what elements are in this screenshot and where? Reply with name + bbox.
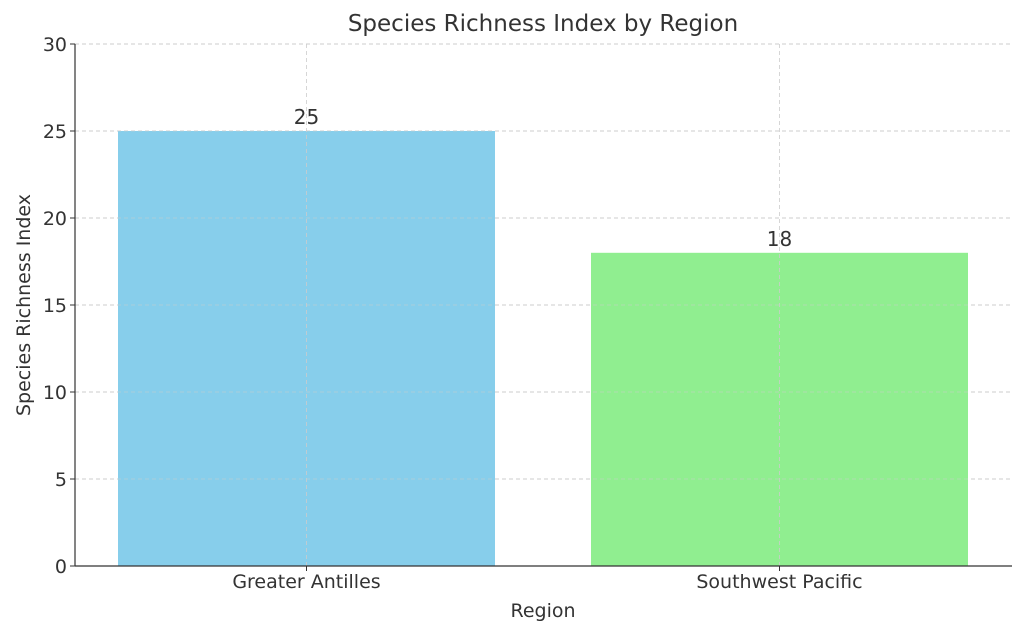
data-label-0: 25: [294, 105, 319, 129]
y-tick-label-1: 5: [55, 469, 67, 491]
y-axis-label: Species Richness Index: [13, 194, 35, 416]
labels-layer: 0 5 10 15 20 25 30 Greater Antilles Southwest Pa…: [43, 34, 863, 593]
x-axis-label: Region: [510, 600, 575, 622]
x-tick-label-1: Southwest Pacific: [696, 571, 862, 593]
chart-title: Species Richness Index by Region: [348, 11, 738, 37]
y-tick-label-3: 15: [43, 295, 67, 317]
x-tick-label-0: Greater Antilles: [232, 571, 380, 593]
y-tick-label-0: 0: [55, 556, 67, 578]
y-tick-label-6: 30: [43, 34, 67, 56]
bars-layer: [118, 131, 968, 567]
axes-layer: [70, 43, 1012, 571]
y-tick-label-4: 20: [43, 208, 67, 230]
y-tick-label-5: 25: [43, 121, 67, 143]
y-tick-label-2: 10: [43, 382, 67, 404]
data-label-1: 18: [767, 227, 792, 251]
